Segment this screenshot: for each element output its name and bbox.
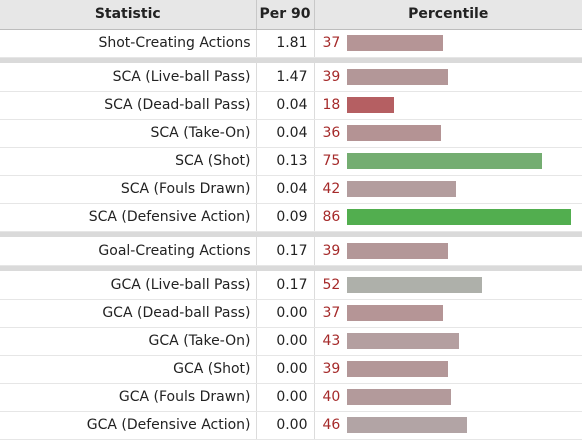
per90-value: 0.13 [256, 147, 315, 176]
stat-name: GCA (Live-ball Pass) [0, 271, 257, 300]
stat-name: GCA (Dead-ball Pass) [0, 299, 257, 328]
percentile-value: 39 [322, 361, 341, 377]
percentile-bar [346, 305, 443, 321]
percentile-bar [346, 181, 456, 197]
percentile-bar [346, 68, 448, 85]
per90-value: 0.00 [256, 299, 315, 328]
table-row: GCA (Live-ball Pass) 0.17 52 [0, 271, 582, 300]
section-separator [0, 231, 582, 237]
percentile-value: 36 [322, 125, 341, 141]
stat-name: SCA (Take-On) [0, 119, 257, 148]
table-row: SCA (Live-ball Pass) 1.47 39 [0, 63, 582, 92]
stat-name: GCA (Defensive Action) [0, 411, 257, 440]
stat-name: SCA (Live-ball Pass) [0, 63, 257, 92]
percentile-bar [346, 417, 467, 433]
table-row: SCA (Dead-ball Pass) 0.04 18 [0, 91, 582, 120]
percentile-value: 42 [322, 181, 341, 197]
percentile-value: 37 [322, 305, 341, 321]
percentile-cell: 37 [314, 29, 582, 58]
stat-name: SCA (Dead-ball Pass) [0, 91, 257, 120]
section-separator [0, 57, 582, 63]
percentile-cell: 86 [314, 203, 582, 232]
percentile-bar [346, 153, 542, 169]
percentile-bar [346, 125, 441, 141]
percentile-cell: 39 [314, 63, 582, 92]
header-per90[interactable]: Per 90 [256, 0, 315, 30]
header-statistic[interactable]: Statistic [0, 0, 257, 30]
percentile-value: 86 [322, 209, 341, 225]
table-body: Shot-Creating Actions 1.81 37 SCA (Live-bal… [0, 29, 582, 440]
table-row: GCA (Dead-ball Pass) 0.00 37 [0, 299, 582, 328]
percentile-cell: 52 [314, 271, 582, 300]
percentile-cell: 37 [314, 299, 582, 328]
stat-name: Shot-Creating Actions [0, 29, 257, 58]
percentile-value: 46 [322, 417, 341, 433]
per90-value: 0.00 [256, 327, 315, 356]
per90-value: 0.00 [256, 383, 315, 412]
section-separator [0, 265, 582, 271]
per90-value: 0.09 [256, 203, 315, 232]
table-row: Shot-Creating Actions 1.81 37 [0, 29, 582, 58]
per90-value: 1.47 [256, 63, 315, 92]
percentile-value: 39 [322, 68, 341, 85]
stat-name: SCA (Fouls Drawn) [0, 175, 257, 204]
per90-value: 0.04 [256, 119, 315, 148]
percentile-cell: 46 [314, 411, 582, 440]
table-row: GCA (Fouls Drawn) 0.00 40 [0, 383, 582, 412]
per90-value: 0.04 [256, 175, 315, 204]
stat-name: GCA (Fouls Drawn) [0, 383, 257, 412]
separator-cell [0, 265, 582, 271]
percentile-value: 43 [322, 333, 341, 349]
percentile-bar [346, 389, 451, 405]
percentile-value: 37 [322, 35, 341, 51]
percentile-cell: 40 [314, 383, 582, 412]
table-row: SCA (Defensive Action) 0.09 86 [0, 203, 582, 232]
percentile-bar [346, 361, 448, 377]
per90-value: 0.04 [256, 91, 315, 120]
header-row: Statistic Per 90 Percentile [0, 0, 582, 30]
stat-name: SCA (Shot) [0, 147, 257, 176]
table-row: GCA (Shot) 0.00 39 [0, 355, 582, 384]
separator-cell [0, 231, 582, 237]
percentile-cell: 36 [314, 119, 582, 148]
stat-name: GCA (Shot) [0, 355, 257, 384]
percentile-value: 75 [322, 153, 341, 169]
per90-value: 0.00 [256, 355, 315, 384]
per90-value: 0.00 [256, 411, 315, 440]
table-row: GCA (Take-On) 0.00 43 [0, 327, 582, 356]
percentile-bar [346, 242, 448, 259]
separator-cell [0, 57, 582, 63]
percentile-cell: 75 [314, 147, 582, 176]
percentile-bar [346, 276, 482, 293]
percentile-cell: 39 [314, 237, 582, 266]
percentile-cell: 18 [314, 91, 582, 120]
percentile-value: 40 [322, 389, 341, 405]
per90-value: 0.17 [256, 237, 315, 266]
table-row: SCA (Shot) 0.13 75 [0, 147, 582, 176]
stat-name: SCA (Defensive Action) [0, 203, 257, 232]
table-row: SCA (Fouls Drawn) 0.04 42 [0, 175, 582, 204]
percentile-value: 39 [322, 242, 341, 259]
table-row: GCA (Defensive Action) 0.00 46 [0, 411, 582, 440]
table-row: SCA (Take-On) 0.04 36 [0, 119, 582, 148]
percentile-cell: 42 [314, 175, 582, 204]
per90-value: 1.81 [256, 29, 315, 58]
percentile-bar [346, 209, 571, 225]
percentile-value: 18 [322, 97, 341, 113]
percentile-bar [346, 97, 394, 113]
percentile-cell: 43 [314, 327, 582, 356]
percentile-value: 52 [322, 276, 341, 293]
header-percentile[interactable]: Percentile [314, 0, 582, 30]
stat-name: GCA (Take-On) [0, 327, 257, 356]
percentile-bar [346, 333, 459, 349]
per90-value: 0.17 [256, 271, 315, 300]
percentile-cell: 39 [314, 355, 582, 384]
stat-name: Goal-Creating Actions [0, 237, 257, 266]
table-row: Goal-Creating Actions 0.17 39 [0, 237, 582, 266]
percentile-bar [346, 35, 443, 51]
